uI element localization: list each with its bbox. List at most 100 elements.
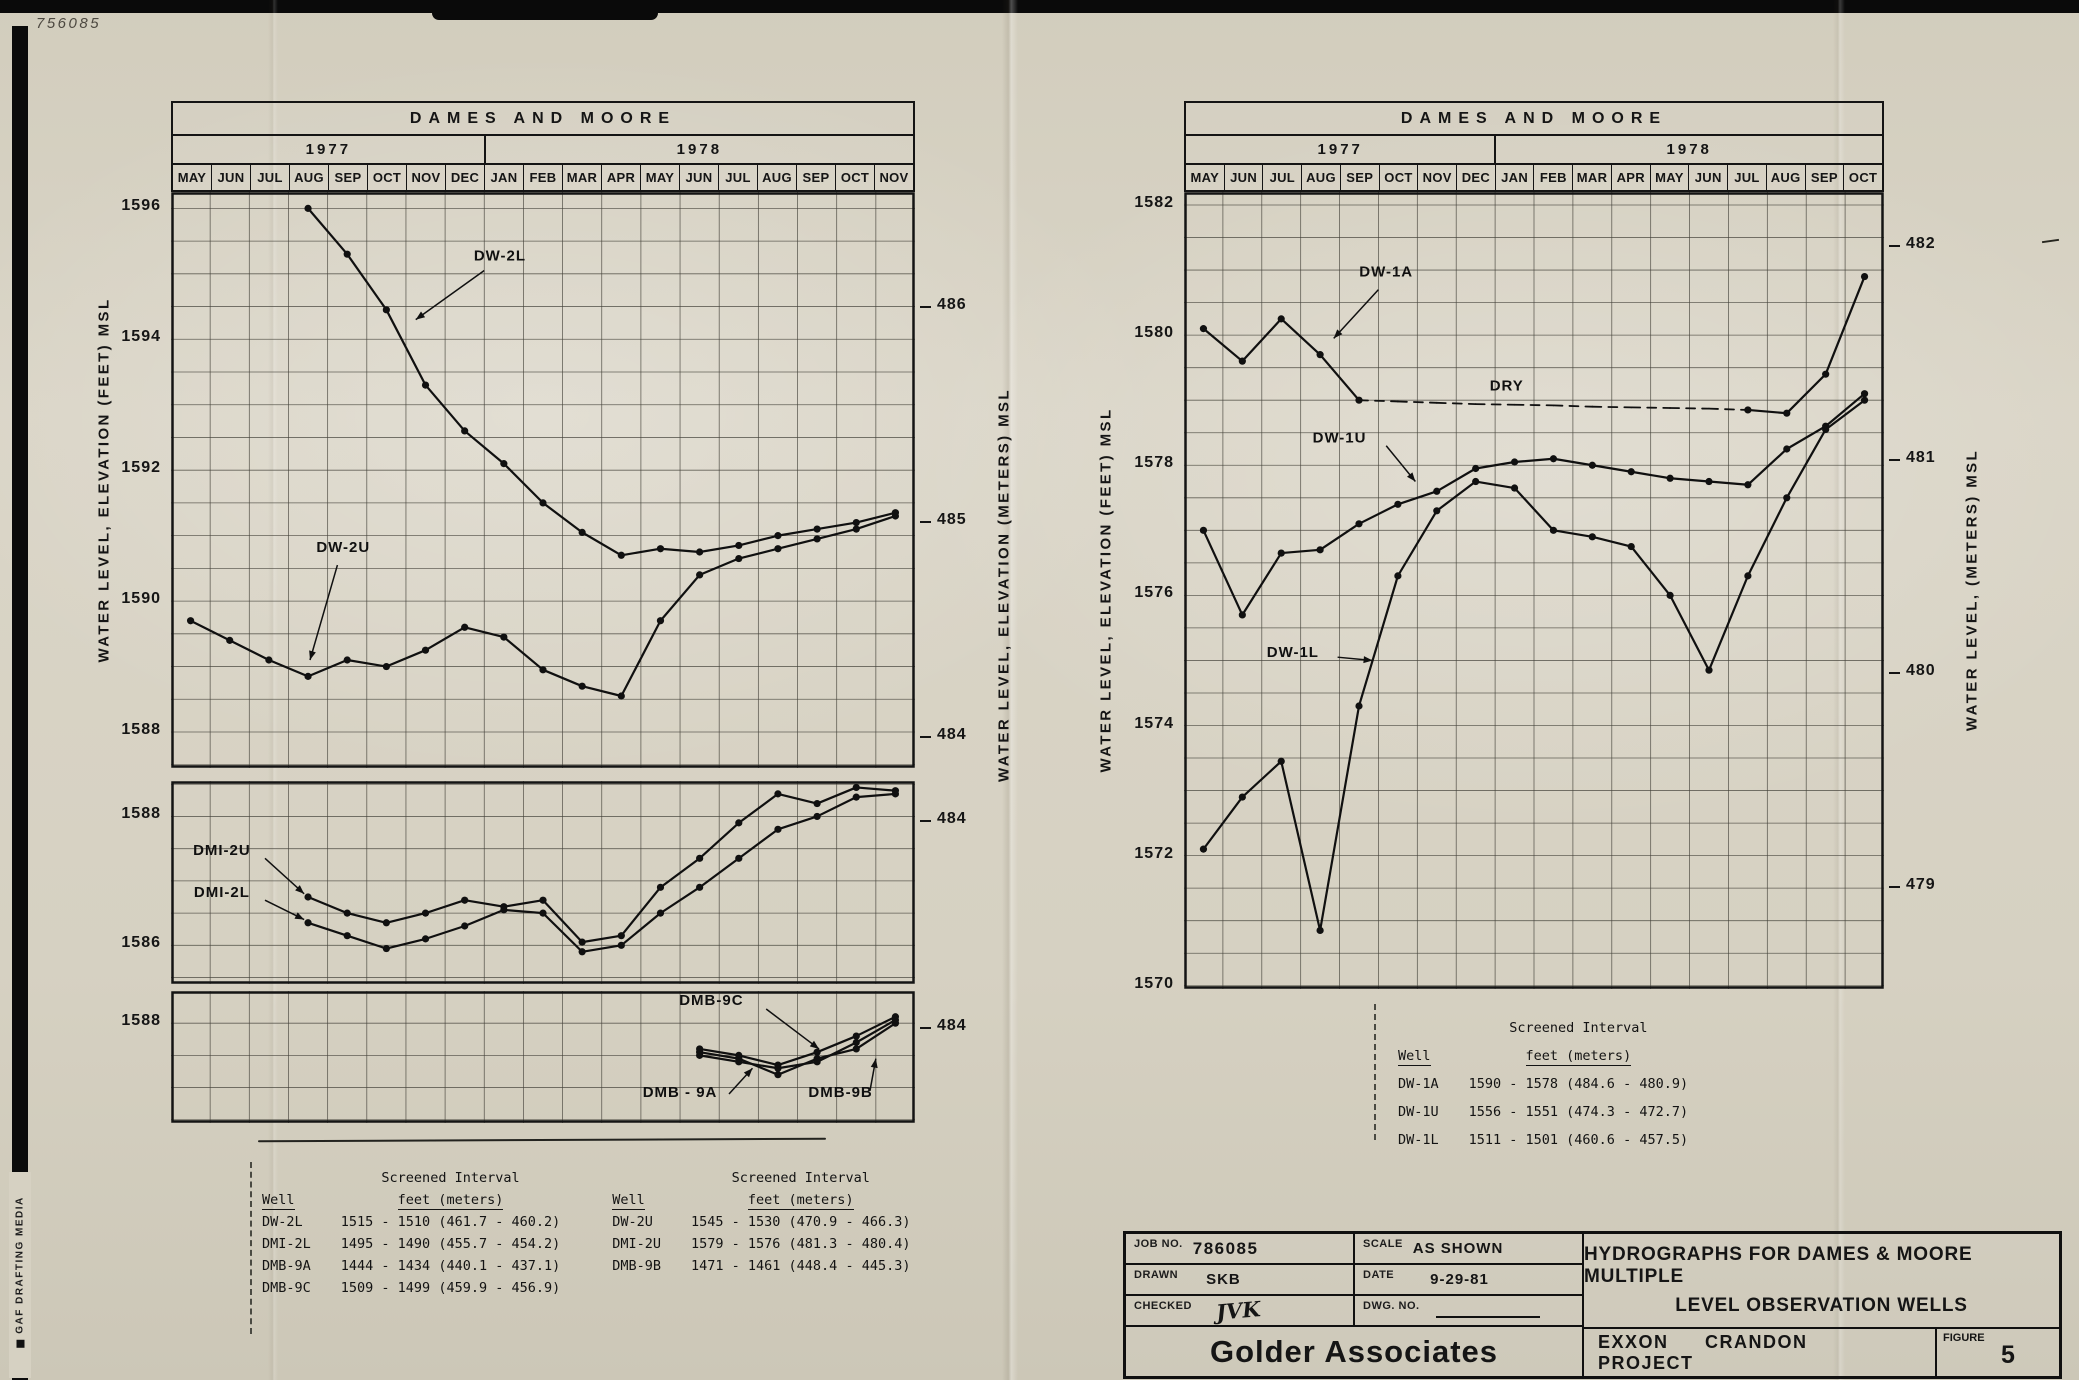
right-hydrograph-chart: DAMES AND MOORE 1977 1978 MAY JUN JUL AUG SEP OC…	[1134, 101, 1935, 992]
series-DW-1L	[1199, 396, 1869, 935]
date-label: DATE	[1363, 1269, 1395, 1281]
feet-tick-label: 1576	[1134, 584, 1174, 602]
month-label: AUG	[758, 165, 797, 190]
meter-tick-mark	[1889, 458, 1900, 461]
series-annotation: DMI-2U	[193, 842, 251, 859]
series-annotation: DW-2L	[474, 248, 526, 265]
screened-interval-table: Screened Interval Screened Interval Well fe…	[262, 1167, 910, 1299]
data-point	[539, 896, 547, 904]
well-header: Well	[1398, 1048, 1431, 1066]
checked-cell: CHECKED JVK	[1126, 1296, 1355, 1327]
legend-row: DW-1L 1511 - 1501 (460.6 - 457.5)	[1398, 1132, 1689, 1148]
meter-tick-label: 482	[1906, 235, 1936, 253]
series-annotation: DW-1L	[1267, 644, 1319, 661]
feet-tick-label: 1588	[121, 1012, 161, 1030]
chart-header: DAMES AND MOORE 1977 1978 MAY JUN JUL AUG SEP OC…	[1184, 101, 1884, 192]
legend-row: DW-1U 1556 - 1551 (474.3 - 472.7)	[1398, 1104, 1689, 1120]
series-annotation: DMI-2L	[194, 884, 250, 901]
data-point	[656, 545, 665, 553]
meter-tick-mark	[920, 735, 931, 738]
meter-tick-mark	[920, 1026, 931, 1029]
data-point	[539, 666, 547, 674]
chart-title: DAMES AND MOORE	[173, 103, 913, 136]
hydrograph-panel: DMB-9C DMB - 9A DMB-9B	[171, 991, 915, 1123]
units-header: feet (meters)	[747, 1192, 854, 1210]
feet-tick-label: 1570	[1134, 974, 1174, 992]
month-label: SEP	[797, 165, 836, 190]
feet-tick-label: 1592	[121, 459, 161, 477]
month-label: SEP	[1341, 165, 1380, 190]
data-point	[1433, 487, 1441, 495]
well-header: Well	[612, 1192, 645, 1210]
data-point	[343, 909, 351, 917]
month-label: JUN	[212, 165, 251, 190]
stray-dash-mark	[2041, 238, 2060, 244]
data-point	[382, 662, 390, 671]
data-point	[1783, 494, 1791, 502]
data-point	[1744, 572, 1752, 580]
title-block-admin-section: JOB NO. 786085 SCALE AS SHOWN DRAWN SKB …	[1126, 1234, 1584, 1376]
data-point	[1627, 542, 1635, 551]
meter-tick-mark	[920, 306, 931, 309]
checked-value: JVK	[1214, 1296, 1262, 1325]
data-point	[696, 854, 704, 862]
month-label: NOV	[1418, 165, 1458, 190]
date-cell: DATE 9-29-81	[1355, 1265, 1582, 1296]
feet-tick-label: 1582	[1134, 194, 1174, 211]
meter-tick-label: 479	[1906, 875, 1936, 893]
month-label: JAN	[485, 165, 524, 190]
year-label: 1977	[1186, 136, 1497, 163]
data-point	[813, 535, 821, 543]
figure-number: 5	[2001, 1341, 2015, 1369]
scan-top-edge	[0, 0, 2079, 13]
data-point	[891, 1016, 900, 1024]
data-point	[343, 932, 351, 940]
data-point	[891, 512, 900, 520]
month-label: JUN	[680, 165, 719, 190]
meter-tick-label: 480	[1906, 662, 1936, 680]
year-label: 1978	[1666, 141, 1712, 158]
job-no-cell: JOB NO. 786085	[1126, 1234, 1355, 1265]
hydrograph-panel: DMI-2U DMI-2L	[171, 781, 915, 984]
feet-tick-label: 1586	[121, 934, 161, 952]
feet-tick-label: 1578	[1134, 454, 1174, 472]
data-point	[617, 932, 625, 940]
figure-label: FIGURE	[1943, 1332, 1985, 1344]
data-point	[1860, 390, 1869, 398]
data-point	[1510, 484, 1519, 492]
left-chart-meters-axis-label: WATER LEVEL, ELEVATION (METERS) MSL	[995, 388, 1013, 782]
checked-label: CHECKED	[1134, 1300, 1192, 1312]
data-point	[1277, 549, 1285, 557]
feet-tick-label: 1588	[121, 805, 161, 823]
month-label: JAN	[1496, 165, 1535, 190]
figure-cell: FIGURE 5	[1935, 1329, 2059, 1376]
right-wells-screened-interval-legend: Screened Interval Well feet (meters) DW-1A 1…	[1398, 1014, 1688, 1154]
data-point	[500, 460, 508, 468]
month-label: MAR	[1573, 165, 1612, 190]
data-point	[813, 812, 821, 821]
year-row: 1977 1978	[173, 136, 913, 165]
data-point	[735, 541, 743, 550]
interval-header: Screened Interval	[731, 1170, 870, 1186]
interval-header: Screened Interval	[1509, 1020, 1648, 1036]
month-label: NOV	[879, 170, 909, 185]
data-point	[461, 896, 469, 904]
month-row: MAY JUN JUL AUG SEP OCT NOV DEC JAN FEB MAR APR MAY J…	[1186, 165, 1882, 190]
data-point	[774, 1064, 782, 1072]
data-point	[1783, 409, 1791, 417]
data-point	[304, 672, 312, 680]
data-point	[1238, 793, 1246, 801]
series-annotation: DW-1U	[1313, 429, 1367, 446]
month-label: FEB	[1534, 165, 1574, 190]
meter-tick-label: 481	[1906, 448, 1936, 466]
data-point	[852, 1032, 860, 1040]
data-point	[1199, 845, 1208, 853]
data-point	[656, 617, 665, 625]
legend-row: DW-1A 1590 - 1578 (484.6 - 480.9)	[1398, 1076, 1689, 1092]
data-point	[1238, 611, 1246, 619]
data-point	[852, 783, 860, 792]
left-hydrograph-chart: DAMES AND MOORE 1977 1978 MAY JUN JUL AUG SEP OC…	[121, 101, 966, 1123]
meter-tick-label: 484	[937, 725, 967, 743]
hydrograph-panel: DW-1A DRY DW-1U DW-1L	[1184, 192, 1884, 989]
data-point	[774, 545, 782, 553]
